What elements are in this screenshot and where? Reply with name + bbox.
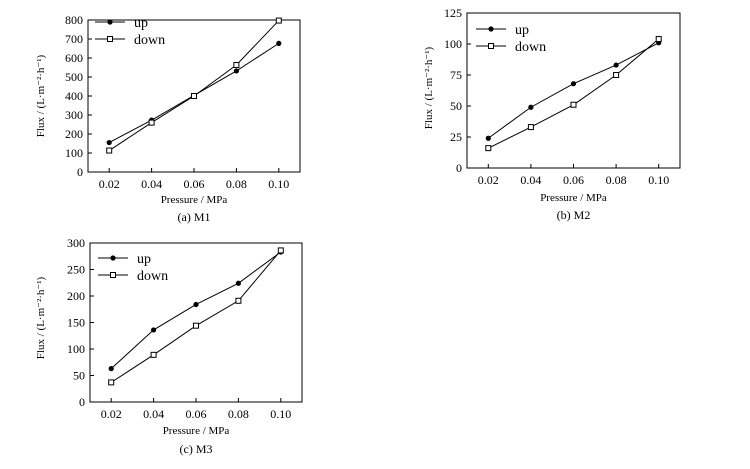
chart-caption: (c) M3 <box>180 442 213 456</box>
x-tick-label: 0.04 <box>141 177 162 191</box>
chart-caption: (a) M1 <box>178 210 211 224</box>
y-tick-label: 300 <box>67 236 85 250</box>
y-tick-label: 0 <box>79 395 85 409</box>
data-point-down <box>108 379 115 386</box>
x-tick-label: 0.02 <box>478 173 499 187</box>
chart-panel-m2: 0 25 50 75 100 125 0.02 0.04 0.06 0.08 0.10 Pressur… <box>423 6 681 222</box>
legend-marker-down <box>107 36 113 42</box>
x-axis-label: Pressure / MPa <box>161 194 228 206</box>
y-tick-label: 0 <box>77 165 83 179</box>
legend-label-up: up <box>134 16 148 31</box>
data-point-up <box>108 366 114 372</box>
y-axis-label: Flux / (L·m⁻²·h⁻¹) <box>35 54 47 137</box>
x-axis-label: Pressure / MPa <box>163 425 230 437</box>
x-tick-label: 0.08 <box>228 407 249 421</box>
legend-marker-up <box>110 255 116 261</box>
data-point-up <box>485 135 491 141</box>
plot-frame <box>466 12 681 169</box>
y-tick-label: 100 <box>65 146 83 160</box>
x-tick-label: 0.06 <box>186 407 207 421</box>
legend-marker-up <box>107 19 113 25</box>
y-tick-label: 700 <box>65 32 83 46</box>
data-point-down <box>191 93 197 99</box>
y-tick-label: 200 <box>67 289 85 303</box>
legend-marker-up <box>488 26 494 32</box>
y-tick-label: 400 <box>65 89 83 103</box>
legend-label-down: down <box>515 40 546 55</box>
data-point-up <box>151 327 157 333</box>
data-point-down <box>150 351 157 358</box>
y-tick-label: 100 <box>444 37 462 51</box>
y-tick-label: 25 <box>450 130 462 144</box>
data-point-down <box>613 72 620 78</box>
data-point-down <box>275 17 282 24</box>
data-point-down <box>527 124 534 131</box>
x-tick-label: 0.08 <box>606 173 627 187</box>
y-tick-label: 500 <box>65 70 83 84</box>
data-point-up <box>276 40 282 46</box>
data-point-down <box>106 147 113 154</box>
x-tick-label: 0.06 <box>184 177 205 191</box>
y-tick-label: 800 <box>65 13 83 27</box>
data-point-down <box>277 247 284 254</box>
data-point-down <box>148 119 155 126</box>
x-tick-label: 0.06 <box>563 173 584 187</box>
data-point-down <box>235 297 242 304</box>
data-point-up <box>613 62 619 68</box>
data-point-down <box>233 62 240 69</box>
y-tick-label: 600 <box>65 51 83 65</box>
x-tick-label: 0.02 <box>101 407 122 421</box>
y-tick-label: 300 <box>65 108 83 122</box>
y-tick-label: 250 <box>67 263 85 277</box>
x-tick-label: 0.10 <box>648 173 669 187</box>
x-tick-label: 0.04 <box>520 173 541 187</box>
y-tick-label: 200 <box>65 127 83 141</box>
x-tick-label: 0.02 <box>99 177 120 191</box>
series-line-down <box>488 38 660 149</box>
y-tick-label: 50 <box>73 369 85 383</box>
x-tick-label: 0.10 <box>270 407 291 421</box>
y-tick-label: 150 <box>67 316 85 330</box>
series-line-up <box>488 42 659 139</box>
legend-label-up: up <box>137 252 151 267</box>
data-point-up <box>233 68 239 74</box>
y-tick-label: 125 <box>444 6 462 20</box>
y-tick-label: 100 <box>67 342 85 356</box>
y-axis-label: Flux / (L·m⁻²·h⁻¹) <box>35 276 47 359</box>
data-point-down <box>193 322 199 329</box>
data-point-up <box>570 81 577 87</box>
data-point-up <box>193 301 199 308</box>
legend-label-down: down <box>134 33 165 48</box>
legend-marker-down <box>110 272 116 278</box>
data-point-up <box>106 139 112 146</box>
legend-label-up: up <box>515 23 529 38</box>
x-tick-label: 0.10 <box>268 177 289 191</box>
chart-caption: (b) M2 <box>557 208 591 222</box>
data-point-down <box>485 145 492 152</box>
data-point-up <box>235 280 241 286</box>
y-tick-label: 0 <box>456 161 462 175</box>
data-point-up <box>528 104 534 110</box>
data-point-down <box>655 36 662 43</box>
y-tick-label: 75 <box>450 68 462 82</box>
plot-frame <box>89 242 303 403</box>
legend-marker-down <box>488 43 494 49</box>
y-axis-label: Flux / (L·m⁻²·h⁻¹) <box>423 46 435 129</box>
x-tick-label: 0.04 <box>143 407 164 421</box>
chart-panel-m3: 0 50 100 150 200 250 300 0.02 0.04 0.06 0.08 0.10 Pr… <box>35 236 303 456</box>
x-tick-label: 0.08 <box>226 177 247 191</box>
x-axis-label: Pressure / MPa <box>540 192 607 204</box>
chart-panel-m1: 0 100 200 300 400 500 600 700 800 0.02 0.04 0.06 0.0… <box>35 13 301 224</box>
data-point-down <box>570 101 577 108</box>
legend-label-down: down <box>137 269 168 284</box>
y-tick-label: 50 <box>450 99 462 113</box>
